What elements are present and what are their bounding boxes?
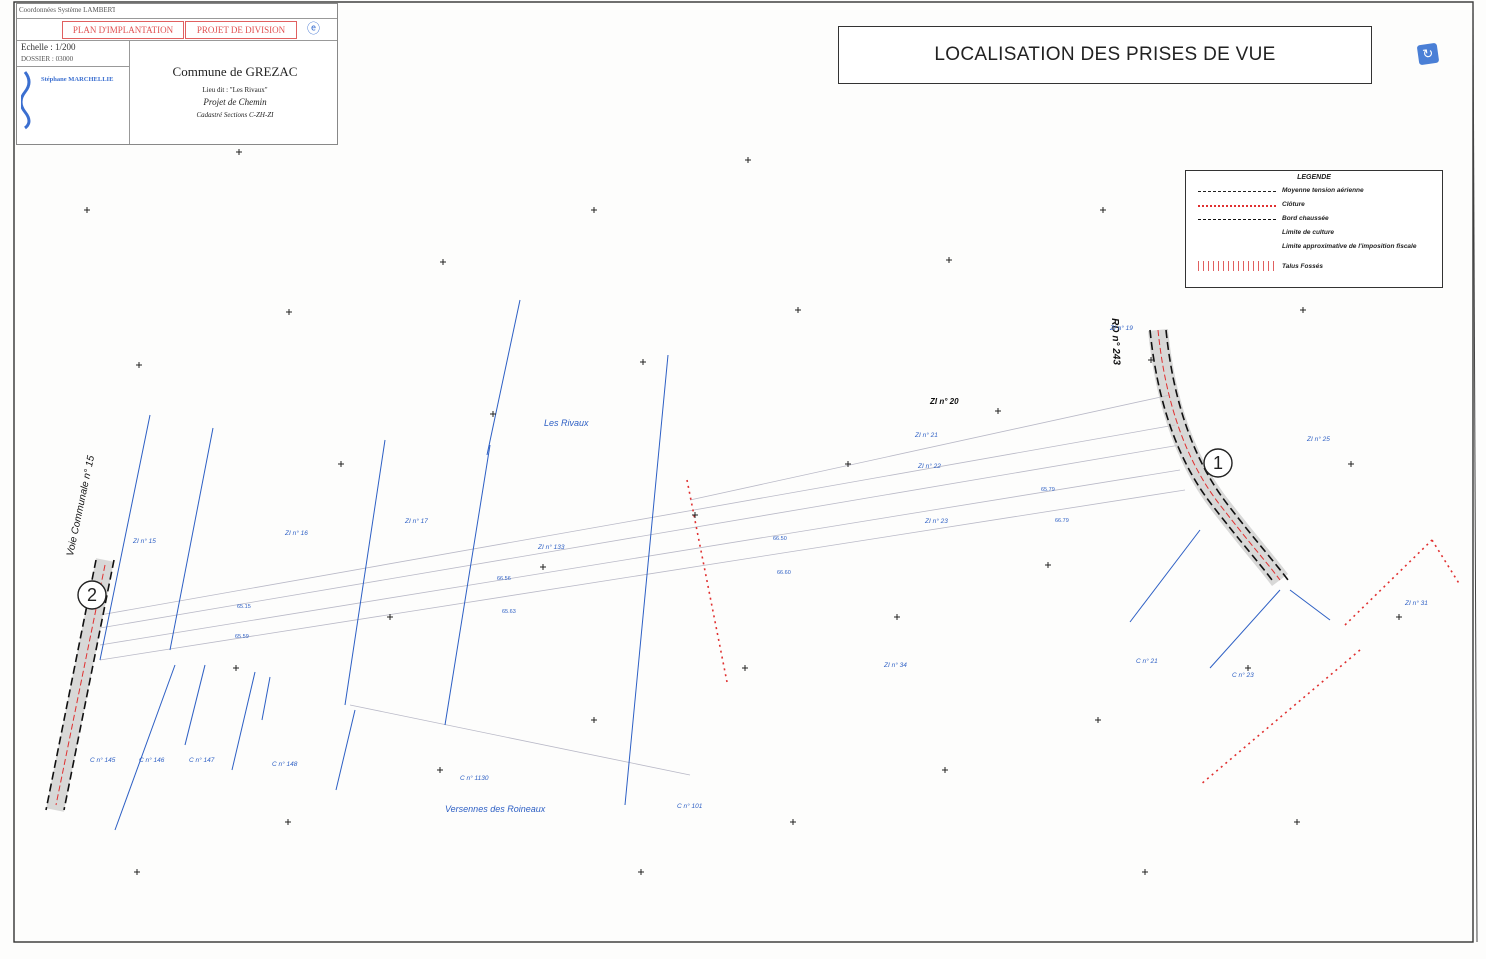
parcel-zi34: ZI n° 34 [884, 662, 907, 669]
parcel-c21: C n° 21 [1136, 658, 1158, 665]
legend-item: Clôture [1186, 199, 1442, 211]
parcel-c101: C n° 101 [677, 803, 703, 810]
parcel-zi23: ZI n° 23 [925, 518, 948, 525]
parcel-boundaries [99, 299, 1331, 831]
cartouche-top-left: Coordonnées Système LAMBERT - Nivellemen… [19, 6, 115, 14]
viewpoint-2-label: 2 [86, 585, 97, 605]
parcel-zi16: ZI n° 16 [285, 530, 308, 537]
legend-item: Limite de culture [1186, 227, 1442, 239]
legend-item: Bord chaussée [1186, 213, 1442, 225]
fence-lines [686, 479, 1461, 786]
dimension-label: 66.56 [497, 576, 511, 582]
dimension-label: 65.59 [235, 634, 249, 640]
legend-label: Moyenne tension aérienne [1282, 187, 1364, 194]
parcel-c23: C n° 23 [1232, 672, 1254, 679]
cartouche-cadastre: Cadastré Sections C-ZH-ZI [196, 111, 274, 119]
frame-edge [1472, 1, 1478, 943]
legend-title: LEGENDE [1297, 174, 1331, 181]
survey-lines [99, 394, 1186, 776]
badge-icon: ↻ [1416, 42, 1440, 66]
place-versennes: Versennes des Roineaux [445, 804, 546, 814]
cartouche-scale: Echelle : 1/200 [21, 42, 76, 52]
surveyor-logo-icon [19, 70, 37, 130]
title-block: Coordonnées Système LAMBERT - Nivellemen… [16, 3, 338, 145]
dimension-label: 65.63 [502, 609, 516, 615]
map-legend: LEGENDE Moyenne tension aérienne Clôture… [1185, 170, 1443, 288]
cartouche-surveyor: Stéphane MARCHELLIE [41, 76, 114, 83]
cartouche-commune: Commune de GREZAC [172, 64, 298, 79]
cartouche-dossier: DOSSIER : 03000 [21, 55, 74, 63]
map-frame [13, 1, 1474, 943]
parcel-c1130: C n° 1130 [460, 775, 489, 782]
legend-label: Clôture [1282, 201, 1305, 208]
parcel-c147: C n° 147 [189, 757, 215, 764]
parcel-zi19: ZI n° 19 [1110, 325, 1133, 332]
parcel-zi17: ZI n° 17 [405, 518, 428, 525]
dimension-label: 65.15 [237, 604, 251, 610]
map-title-text: LOCALISATION DES PRISES DE VUE [934, 44, 1276, 65]
legend-label: Limite de culture [1282, 229, 1335, 236]
grid-crosses [84, 149, 1402, 875]
parcel-c145: C n° 145 [90, 757, 116, 764]
legend-symbol [1198, 191, 1276, 192]
legend-label: Talus Fossés [1282, 263, 1323, 270]
cartouche-header-left: PLAN D'IMPLANTATION [62, 21, 184, 39]
legend-item: Talus Fossés [1186, 261, 1442, 273]
viewpoint-2-marker[interactable] [77, 580, 107, 610]
place-les-rivaux: Les Rivaux [544, 418, 589, 428]
legend-item: Moyenne tension aérienne [1186, 185, 1442, 197]
parcel-c146: C n° 146 [139, 757, 165, 764]
parcel-zi15: ZI n° 15 [133, 538, 156, 545]
viewpoint-1-label: 1 [1212, 453, 1223, 473]
dimension-label: 66.50 [773, 536, 787, 542]
legend-symbol [1198, 219, 1276, 220]
cartouche-header-right: PROJET DE DIVISION [185, 21, 297, 39]
legend-item: Limite approximative de l'imposition fis… [1186, 241, 1442, 253]
parcel-zi25: ZI n° 25 [1307, 436, 1330, 443]
legend-symbol [1198, 205, 1276, 207]
logo-icon: ⓔ [307, 21, 321, 36]
viewpoint-1-marker[interactable] [1203, 448, 1233, 478]
dimension-label: 65.79 [1041, 487, 1055, 493]
legend-label: Bord chaussée [1282, 215, 1329, 222]
parcel-zi21: ZI n° 21 [915, 432, 938, 439]
parcel-zi20: ZI n° 20 [930, 397, 959, 406]
rd-243-road [1148, 329, 1289, 587]
dimension-label: 66.79 [1055, 518, 1069, 524]
cartouche-project: Projet de Chemin [203, 97, 267, 107]
legend-label: Limite approximative de l'imposition fis… [1282, 243, 1417, 250]
cartouche-lieu-dit: Lieu dit : "Les Rivaux" [202, 86, 268, 94]
parcel-zi133: ZI n° 133 [538, 544, 565, 551]
parcel-zi22: ZI n° 22 [918, 463, 941, 470]
legend-symbol [1198, 261, 1276, 271]
parcel-zi31: ZI n° 31 [1405, 600, 1428, 607]
dimension-label: 66.60 [777, 570, 791, 576]
parcel-c148: C n° 148 [272, 761, 298, 768]
map-title: LOCALISATION DES PRISES DE VUE [838, 26, 1372, 84]
